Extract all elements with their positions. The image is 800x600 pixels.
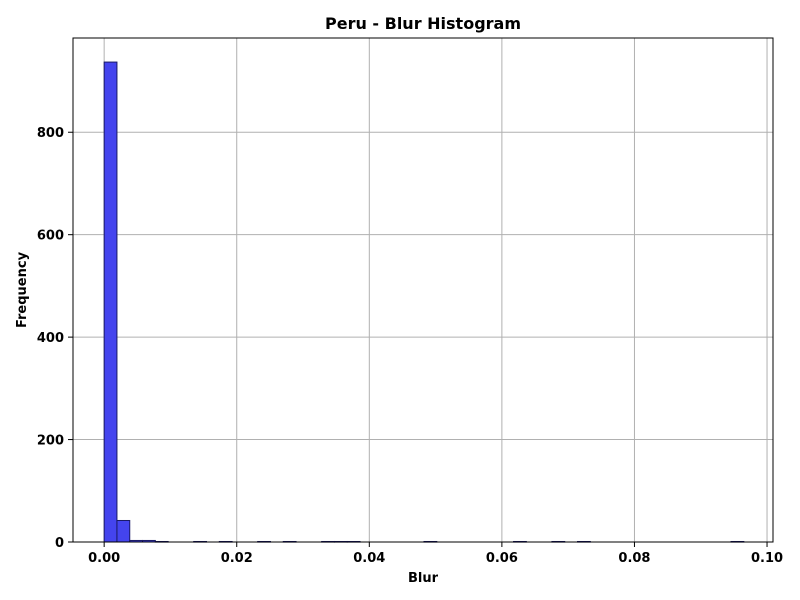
x-tick-label: 0.00 bbox=[88, 551, 120, 566]
y-tick-label: 800 bbox=[37, 126, 64, 141]
x-tick-label: 0.02 bbox=[221, 551, 253, 566]
x-tick-label: 0.10 bbox=[751, 551, 783, 566]
histogram-bar bbox=[116, 519, 131, 543]
axis-ticks: 0.00 0.02 0.04 0.06 0.08 0.10 0 200 400 600 800 bbox=[37, 126, 783, 566]
y-tick-label: 0 bbox=[55, 536, 64, 551]
chart-title: Peru - Blur Histogram bbox=[325, 14, 521, 33]
x-tick-label: 0.04 bbox=[353, 551, 385, 566]
x-tick-label: 0.06 bbox=[486, 551, 518, 566]
x-axis-label: Blur bbox=[408, 571, 439, 586]
plot-frame bbox=[72, 37, 774, 543]
y-tick-label: 600 bbox=[37, 229, 64, 244]
y-axis-label: Frequency bbox=[15, 251, 30, 328]
histogram-bar bbox=[103, 61, 118, 543]
y-tick-label: 400 bbox=[37, 331, 64, 346]
x-tick-label: 0.08 bbox=[618, 551, 650, 566]
y-tick-label: 200 bbox=[37, 434, 64, 449]
